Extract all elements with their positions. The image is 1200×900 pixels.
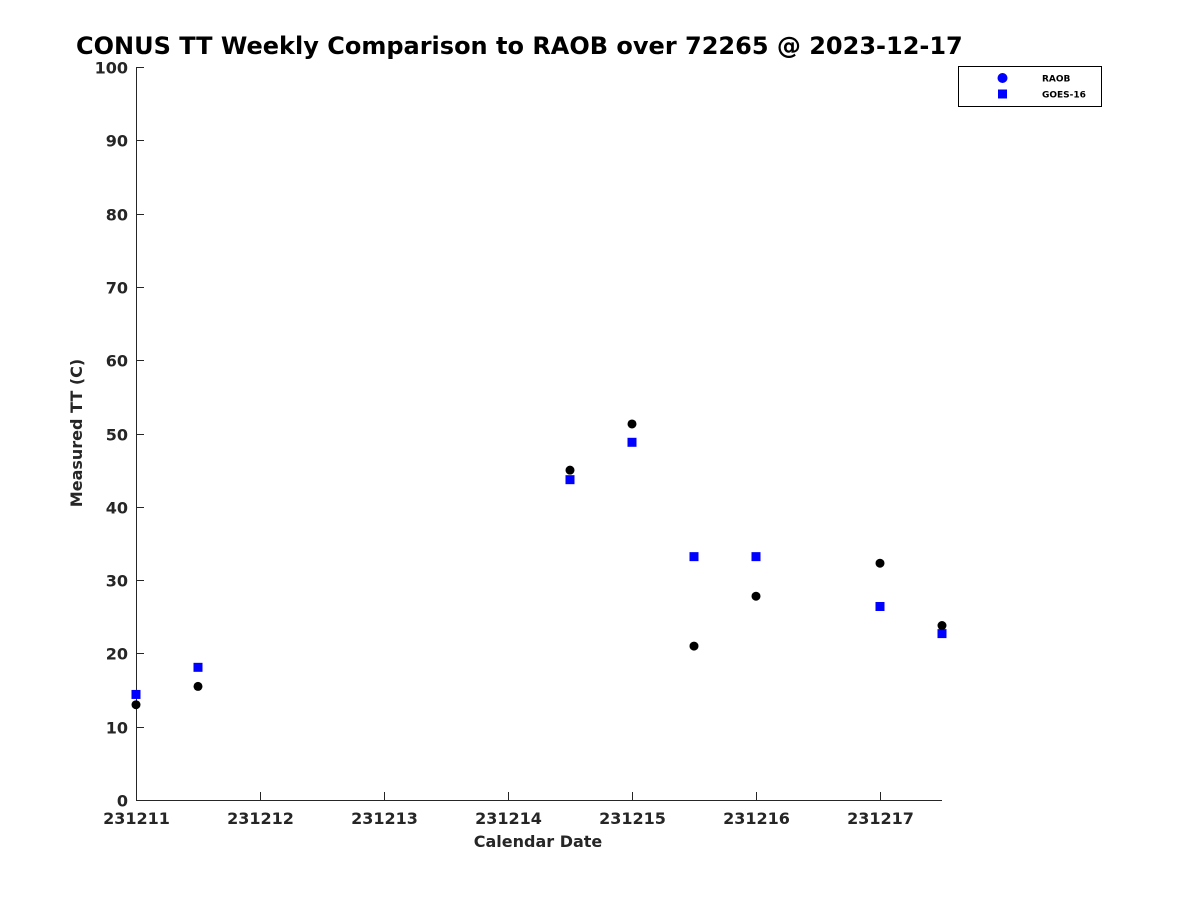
- y-tick-label: 10: [106, 719, 128, 738]
- y-tick-label: 0: [117, 792, 128, 811]
- goes16-point: [193, 662, 203, 672]
- x-tick-label: 231216: [723, 809, 790, 828]
- goes16-point: [565, 475, 575, 485]
- raob-point: [875, 558, 885, 568]
- y-tick-label: 30: [106, 572, 128, 591]
- goes16-point: [627, 437, 637, 447]
- y-tick-label: 20: [106, 645, 128, 664]
- goes16-point: [751, 552, 761, 562]
- y-tick-label: 80: [106, 206, 128, 225]
- raob-point: [627, 419, 637, 429]
- x-axis: 231211 231212 231213 231214 231215 231216 2312…: [103, 792, 942, 828]
- goes16-point: [875, 601, 885, 611]
- x-axis-label: Calendar Date: [474, 832, 603, 851]
- x-tick-label: 231217: [847, 809, 914, 828]
- x-tick-label: 231215: [599, 809, 666, 828]
- y-tick-label: 90: [106, 132, 128, 151]
- x-tick-label: 231214: [475, 809, 542, 828]
- raob-point: [689, 641, 699, 651]
- x-tick-label: 231213: [351, 809, 418, 828]
- y-tick-label: 100: [95, 59, 128, 78]
- y-tick-label: 40: [106, 499, 128, 518]
- legend-circle-marker: [997, 73, 1008, 83]
- goes16-point: [937, 629, 947, 639]
- raob-point: [937, 621, 947, 631]
- legend-square-marker: [998, 89, 1007, 99]
- legend-box: [958, 66, 1102, 107]
- y-tick-label: 50: [106, 426, 128, 445]
- raob-point: [565, 465, 575, 475]
- chart-title: CONUS TT Weekly Comparison to RAOB over …: [76, 32, 963, 60]
- raob-point: [131, 700, 141, 710]
- goes16-point: [689, 552, 699, 562]
- x-tick-label: 231212: [227, 809, 294, 828]
- raob-point: [193, 681, 203, 691]
- legend: RAOB GOES-16: [958, 66, 1102, 107]
- y-tick-label: 70: [106, 279, 128, 298]
- raob-point: [751, 591, 761, 601]
- legend-label: RAOB: [1042, 75, 1071, 85]
- legend-label: GOES-16: [1042, 91, 1086, 101]
- goes16-point: [131, 689, 141, 699]
- y-tick-label: 60: [106, 352, 128, 371]
- x-tick-label: 231211: [103, 809, 170, 828]
- data-markers: [131, 419, 947, 710]
- y-axis: 0 10 20 30 40 50 60 70 80 90 100: [95, 59, 144, 811]
- y-axis-label: Measured TT (C): [67, 359, 86, 507]
